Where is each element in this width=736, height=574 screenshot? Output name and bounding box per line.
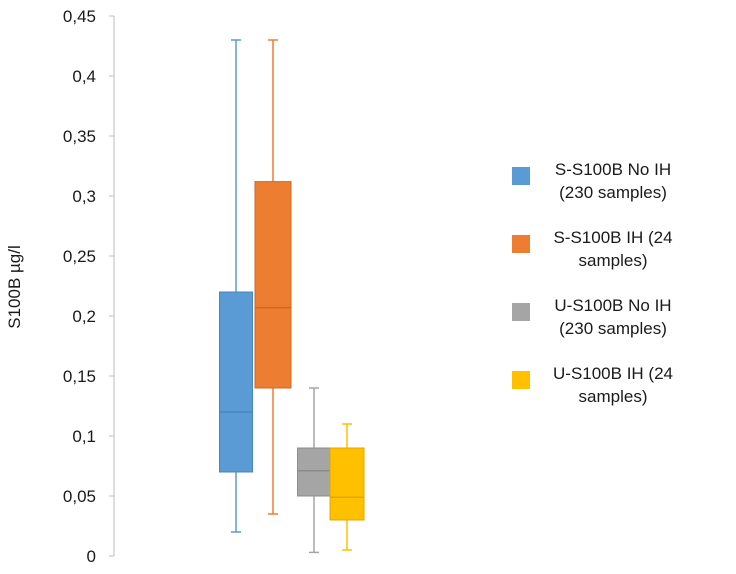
y-tick-label: 0,1 [72,427,96,446]
legend-swatch [512,235,530,253]
box-iqr [297,447,331,497]
y-tick-label: 0 [87,547,96,566]
y-tick-label: 0,45 [63,7,96,26]
legend-label: S-S100B IH (24 samples) [553,228,673,270]
y-axis: 0 0,05 0,1 0,15 0,2 0,25 0,3 0,35 0,4 0,45 [63,7,115,566]
legend-label: U-S100B IH (24 samples) [553,364,673,406]
box-plots [219,39,365,554]
y-tick-label: 0,3 [72,187,96,206]
legend: S-S100B No IH (230 samples) S-S100B IH (2… [512,158,722,430]
y-tick-label: 0,4 [72,67,96,86]
legend-item: U-S100B IH (24 samples) [512,362,722,408]
box-plot-3 [297,387,331,554]
box-iqr [329,447,365,521]
legend-label: S-S100B No IH (230 samples) [554,160,672,202]
legend-swatch [512,167,530,185]
y-axis-label: S100B µg/l [5,245,24,329]
box-plot-4 [329,423,365,551]
legend-swatch [512,303,530,321]
y-tick-label: 0,25 [63,247,96,266]
box-iqr [254,181,292,389]
legend-item: S-S100B IH (24 samples) [512,226,722,272]
box-plot-2 [254,39,292,515]
y-tick-label: 0,35 [63,127,96,146]
box-iqr [219,291,253,473]
legend-item: S-S100B No IH (230 samples) [512,158,722,204]
legend-swatch [512,371,530,389]
legend-item: U-S100B No IH (230 samples) [512,294,722,340]
y-tick-label: 0,05 [63,487,96,506]
legend-label: U-S100B No IH (230 samples) [554,296,672,338]
box-plot-1 [219,39,253,533]
y-tick-label: 0,15 [63,367,96,386]
y-tick-label: 0,2 [72,307,96,326]
